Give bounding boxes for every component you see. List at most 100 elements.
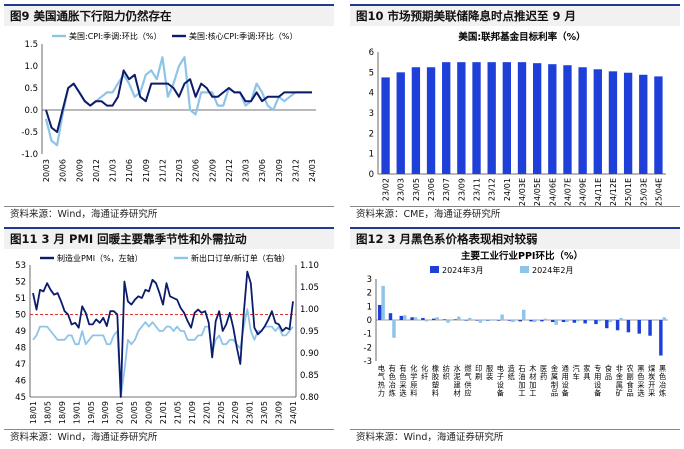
bar	[442, 62, 451, 174]
x-tick-label: 23/03	[242, 159, 251, 182]
bar	[563, 65, 572, 174]
bar	[554, 320, 558, 325]
bar	[426, 67, 436, 174]
bar	[518, 320, 522, 322]
legend-swatch	[430, 266, 439, 273]
bar	[377, 304, 382, 320]
x-tick-label: 24/11E	[594, 178, 603, 206]
bar	[442, 319, 447, 320]
legend-swatch	[520, 266, 529, 273]
x-tick-label: 水泥建材	[454, 364, 461, 398]
x-tick-label: 22/09	[231, 401, 240, 424]
y-tick-label: -1.0	[21, 150, 38, 160]
x-tick-label: 20/12	[92, 159, 101, 182]
y-tick-label: 0	[367, 316, 372, 326]
legend-label: 新出口订单/新订单（右轴）	[191, 253, 290, 263]
x-tick-label: 橡胶塑料	[432, 364, 439, 398]
y-tick-label-left: 53	[15, 261, 26, 271]
bar	[615, 320, 620, 331]
bar	[605, 320, 609, 329]
x-tick-label: 18/05	[43, 401, 52, 424]
bar	[522, 309, 526, 320]
legend-label: 2024年3月	[442, 265, 483, 275]
series-line-2	[32, 308, 294, 398]
bar	[640, 320, 645, 321]
bar	[561, 320, 566, 323]
y-tick-label-right: 0.80	[300, 393, 319, 403]
chart-ppi: 主要工业行业PPI环比（%） 2024年3月 2024年2月 -3 -2 -1 0 1 2 3 电气…	[364, 250, 668, 398]
x-tick-label: 24/01	[503, 178, 512, 201]
bar	[381, 285, 385, 320]
legend-label: 2024年2月	[532, 265, 573, 275]
bar	[457, 316, 461, 320]
bar	[586, 320, 591, 321]
x-tick-label: 24/03E	[518, 178, 527, 206]
panel-title: 图9 美国通胀下行阻力仍然存在	[4, 4, 334, 26]
x-tick-label: 21/03	[109, 159, 118, 182]
bar	[475, 320, 479, 321]
x-tick-label: 23/02	[382, 178, 391, 201]
bar	[457, 62, 466, 174]
x-tick-label: 18/01	[29, 401, 38, 424]
bar	[392, 320, 396, 338]
bar	[543, 318, 548, 320]
x-tick-label: 农副食品	[627, 364, 634, 398]
x-tick-label: 纺织	[443, 364, 450, 381]
y-tick-label-right: 1.05	[300, 283, 319, 293]
x-tick-label: 25/03E	[639, 178, 648, 206]
y-tick-label: -2	[364, 343, 372, 353]
bar	[388, 313, 393, 320]
bar	[453, 319, 458, 320]
y-tick-label: 1.5	[24, 40, 38, 50]
y-tick-label: 0.0	[24, 106, 38, 116]
x-tick-label: 23/03	[397, 178, 406, 201]
panel-ppi: 图12 3 月黑色系价格表现相对较弱 主要工业行业PPI环比（%） 2024年3月…	[350, 227, 680, 445]
source-note: 资料来源：Wind，海通证券研究所	[10, 209, 158, 220]
bar	[529, 320, 533, 322]
x-tick-label: 石油加工	[518, 364, 525, 398]
x-tick-label: 19/05	[87, 401, 96, 424]
y-tick-label: 2	[367, 289, 372, 299]
y-tick-label: -3	[364, 357, 372, 367]
legend-label: 制造业PMI（%，左轴）	[57, 253, 143, 263]
x-tick-label: 电子设备	[497, 364, 504, 398]
bar	[446, 320, 450, 323]
bar	[421, 317, 425, 320]
x-tick-label: 金属制品	[551, 364, 558, 398]
bar	[511, 320, 515, 323]
x-tick-label: 21/05	[173, 401, 182, 424]
x-tick-label: 化学原料	[410, 364, 417, 398]
x-tick-label: 23/01	[246, 401, 255, 424]
divider	[4, 429, 334, 430]
y-tick-label-left: 49	[15, 327, 26, 337]
y-tick-label: 5	[369, 68, 374, 78]
x-tick-label: 23/09	[457, 178, 466, 201]
bar	[478, 320, 483, 323]
bar	[659, 320, 663, 356]
x-tick-label: 黑色冶炼	[659, 364, 666, 398]
x-tick-label: 21/09	[142, 159, 151, 182]
x-tick-label: 家具	[583, 364, 590, 381]
x-tick-label: 23/05	[260, 401, 269, 424]
y-tick-label: 4	[369, 89, 374, 99]
y-tick-label: -1	[364, 330, 372, 340]
x-tick-label: 20/09	[145, 401, 154, 424]
bar	[565, 320, 569, 323]
bar	[572, 320, 577, 323]
bar	[532, 63, 542, 174]
x-tick-label: 18/09	[58, 401, 67, 424]
series-line-2	[45, 69, 312, 133]
bar	[583, 320, 587, 324]
x-tick-label: 20/05	[130, 401, 139, 424]
bar	[651, 319, 656, 320]
bar	[435, 317, 439, 320]
y-tick-label: 3	[369, 109, 374, 119]
x-tick-label: 电气热力	[378, 364, 385, 398]
x-tick-label: 20/01	[116, 401, 125, 424]
x-tick-label: 印刷	[475, 364, 482, 381]
y-tick-label: 1	[367, 302, 372, 312]
chart-fed-rate: 美国:联邦基金目标利率（%） 0 1 2 3 4 5 6 23/02 23/03 23/05 23/0…	[369, 31, 666, 206]
x-tick-label: 19/01	[72, 401, 81, 424]
x-tick-label: 22/03	[175, 159, 184, 182]
x-tick-label: 23/07	[442, 178, 451, 201]
